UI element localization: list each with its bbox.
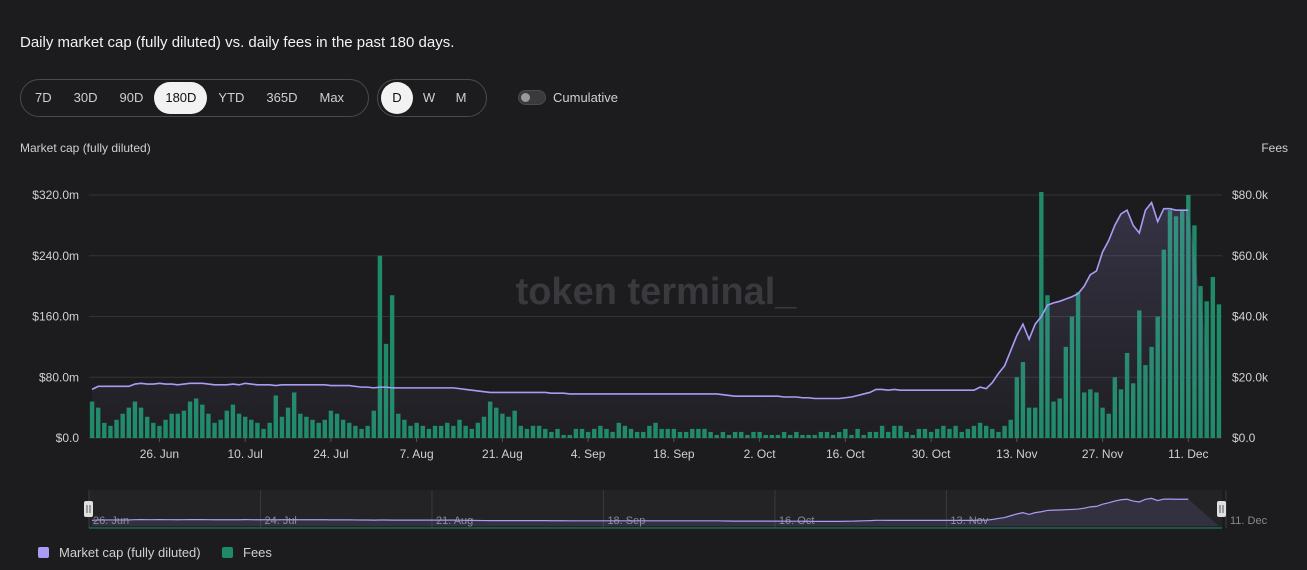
left-tick-label: $80.0m <box>39 370 79 384</box>
navigator-tick-label: 13. Nov <box>950 515 988 527</box>
legend-label-fees: Fees <box>243 545 272 560</box>
left-tick-label: $240.0m <box>32 249 79 263</box>
x-tick-label: 27. Nov <box>1082 447 1123 461</box>
right-tick-label: $0.0 <box>1232 431 1256 445</box>
right-tick-label: $80.0k <box>1232 188 1269 202</box>
x-tick-label: 18. Sep <box>653 447 695 461</box>
x-tick-label: 24. Jul <box>313 447 348 461</box>
main-chart[interactable]: token terminal_ $0.0 $80.0m $160.0m $240.0m… <box>0 0 1307 470</box>
watermark: token terminal_ <box>516 271 798 313</box>
range-option-90d[interactable]: 90D <box>119 90 144 105</box>
left-axis-title: Market cap (fully diluted) <box>20 141 151 155</box>
left-tick-label: $160.0m <box>32 310 79 324</box>
fees-bar <box>1216 304 1222 438</box>
x-tick-label: 21. Aug <box>482 447 523 461</box>
left-tick-label: $0.0 <box>56 431 80 445</box>
resolution-option-m[interactable]: M <box>455 90 467 105</box>
left-axis-ticks: $0.0 $80.0m $160.0m $240.0m $320.0m <box>32 188 79 445</box>
navigator-ticks: 26. Jun 24. Jul 21. Aug 18. Sep 16. Oct 13. N… <box>88 490 1268 528</box>
navigator-area <box>92 498 1219 526</box>
navigator-right-handle[interactable] <box>1217 501 1226 517</box>
x-tick-label: 30. Oct <box>912 447 951 461</box>
fees-bar <box>1210 277 1216 438</box>
cumulative-label: Cumulative <box>553 90 619 105</box>
range-option-7d[interactable]: 7D <box>35 90 52 105</box>
legend-item-market-cap[interactable]: Market cap (fully diluted) <box>38 545 201 560</box>
legend-item-fees[interactable]: Fees <box>222 545 272 560</box>
range-navigator[interactable]: 26. Jun 24. Jul 21. Aug 18. Sep 16. Oct 13. N… <box>0 486 1307 536</box>
right-axis-ticks: $0.0 $20.0k $40.0k $60.0k $80.0k <box>1232 188 1269 445</box>
right-tick-label: $60.0k <box>1232 249 1269 263</box>
x-tick-label: 11. Dec <box>1168 447 1208 461</box>
navigator-tick-label: 26. Jun <box>93 515 129 527</box>
legend-swatch-market-cap <box>38 547 49 558</box>
x-axis-ticks: 26. Jun 10. Jul 24. Jul 7. Aug 21. Aug 4. Sep… <box>140 438 1209 461</box>
navigator-tick-label: 21. Aug <box>436 515 473 527</box>
navigator-background <box>89 490 1222 528</box>
range-option-365d[interactable]: 365D <box>266 90 298 105</box>
x-tick-label: 4. Sep <box>571 447 606 461</box>
legend-swatch-fees <box>222 547 233 558</box>
right-tick-label: $20.0k <box>1232 370 1269 384</box>
market-cap-line <box>91 200 1189 400</box>
range-option-max[interactable]: Max <box>319 90 345 105</box>
navigator-left-handle[interactable] <box>84 501 93 517</box>
range-option-180d[interactable]: 180D <box>154 82 208 114</box>
toggle-knob <box>521 93 530 102</box>
x-tick-label: 2. Oct <box>744 447 777 461</box>
range-option-ytd[interactable]: YTD <box>218 90 245 105</box>
x-tick-label: 16. Oct <box>826 447 865 461</box>
fees-bar <box>389 295 395 438</box>
market-cap-area <box>92 202 1219 438</box>
x-tick-label: 10. Jul <box>227 447 262 461</box>
fees-bar <box>377 255 383 438</box>
chart-title: Daily market cap (fully diluted) vs. dai… <box>20 34 455 51</box>
x-tick-label: 13. Nov <box>996 447 1037 461</box>
legend-label-market-cap: Market cap (fully diluted) <box>59 545 201 560</box>
range-option-30d[interactable]: 30D <box>73 90 98 105</box>
left-tick-label: $320.0m <box>32 188 79 202</box>
x-tick-label: 7. Aug <box>400 447 434 461</box>
navigator-tick-label: 11. Dec <box>1230 515 1268 527</box>
range-selector: 7D 30D 90D 180D YTD 365D Max <box>20 79 369 117</box>
navigator-line <box>92 497 1189 522</box>
resolution-option-w[interactable]: W <box>422 90 436 105</box>
resolution-option-d[interactable]: D <box>381 82 413 114</box>
cumulative-toggle[interactable] <box>518 90 546 105</box>
right-axis-title: Fees <box>1261 141 1288 155</box>
x-tick-label: 26. Jun <box>140 447 179 461</box>
navigator-tick-label: 24. Jul <box>264 515 296 527</box>
right-tick-label: $40.0k <box>1232 310 1269 324</box>
